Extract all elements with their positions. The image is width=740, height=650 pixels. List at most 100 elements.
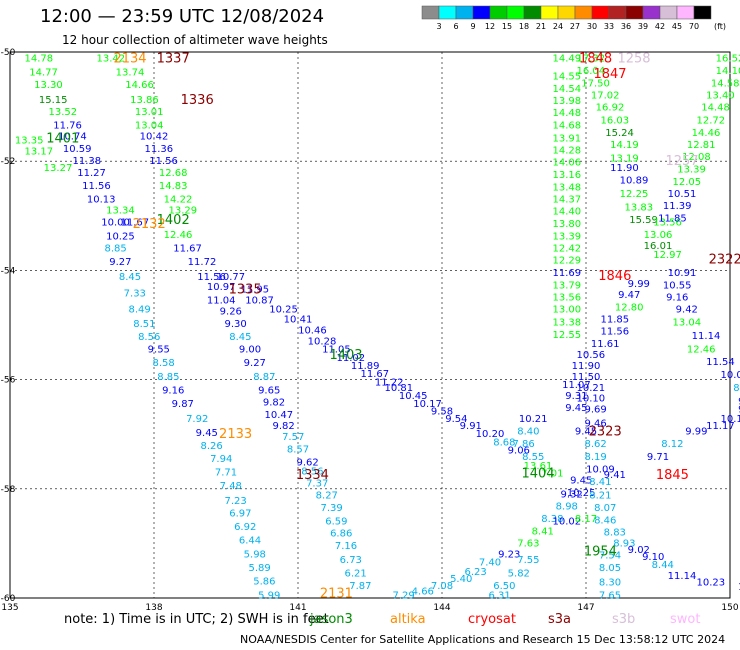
- wave-height-value: 10.74: [58, 132, 87, 143]
- wave-height-value: 12.25: [620, 189, 649, 200]
- wave-height-value: 13.17: [24, 146, 53, 157]
- wave-height-value: 12.72: [696, 115, 725, 126]
- wave-height-value: 8.26: [200, 441, 222, 452]
- wave-height-value: 7.65: [599, 590, 621, 601]
- pass-time-label: 1337: [157, 52, 190, 67]
- wave-height-value: 7.33: [124, 288, 146, 299]
- wave-height-value: 11.27: [77, 168, 106, 179]
- color-swatch: [625, 5, 644, 20]
- wave-height-value: 13.80: [552, 219, 581, 230]
- wave-height-value: 14.10: [716, 66, 740, 77]
- wave-height-value: 13.56: [653, 217, 682, 228]
- wave-height-value: 7.63: [517, 538, 539, 549]
- wave-height-value: 13.06: [644, 230, 673, 241]
- wave-height-value: 5.86: [253, 577, 275, 588]
- pass-time-label: 1847: [593, 67, 626, 82]
- wave-height-value: 13.16: [552, 170, 581, 181]
- wave-height-value: 10: [738, 582, 740, 593]
- pass-time-label: 2132: [133, 217, 166, 232]
- wave-height-value: 12.81: [687, 140, 716, 151]
- wave-height-value: 13.48: [552, 182, 581, 193]
- wave-height-value: 12.97: [653, 250, 682, 261]
- wave-height-value: 14.68: [552, 121, 581, 132]
- wave-height-value: 10.25: [269, 305, 298, 316]
- wave-height-value: 10.25: [106, 232, 135, 243]
- color-scale-tick: 45: [672, 22, 682, 31]
- wave-height-value: 9.10: [642, 552, 664, 563]
- wave-height-value: 11.90: [572, 361, 601, 372]
- wave-height-value: 10.51: [668, 189, 697, 200]
- wave-height-value: 6.92: [234, 522, 256, 533]
- color-swatch: [540, 5, 559, 20]
- color-swatch: [591, 5, 610, 20]
- wave-height-value: 16.03: [600, 115, 629, 126]
- wave-height-value: 17.50: [581, 79, 610, 90]
- wave-height-value: 10.91: [668, 268, 697, 279]
- wave-height-value: 8.49: [128, 305, 150, 316]
- wave-height-value: 12.68: [159, 168, 188, 179]
- wave-height-value: 8.62: [584, 439, 606, 450]
- wave-height-value: 13.01: [135, 107, 164, 118]
- wave-height-value: 14.58: [711, 79, 740, 90]
- color-scale-tick: 30: [587, 22, 597, 31]
- wave-height-value: 15.59: [629, 215, 658, 226]
- satellite-legend-item: s3b: [612, 612, 636, 627]
- wave-height-value: 8.55: [522, 452, 544, 463]
- wave-height-value: 11.85: [600, 315, 629, 326]
- wave-height-value: 7.57: [282, 432, 304, 443]
- wave-height-value: 12.08: [682, 152, 711, 163]
- wave-height-value: 14.77: [29, 68, 58, 79]
- wave-height-value: 7.23: [224, 496, 246, 507]
- wave-height-value: 14.40: [552, 206, 581, 217]
- color-scale-tick: 3: [436, 22, 441, 31]
- x-tick-label: 138: [145, 603, 162, 610]
- pass-time-label: 1334: [296, 468, 329, 483]
- axis-ticks: 135 138 141 144 147 150 -50 -52 -54 -56 -58 -60: [1, 48, 739, 610]
- wave-height-value: 9.16: [162, 386, 184, 397]
- wave-height-value: 8.07: [594, 503, 616, 514]
- wave-height-value: 13.35: [15, 135, 44, 146]
- wave-height-value: 8.99: [733, 383, 740, 394]
- wave-height-value: 10.02: [720, 370, 740, 381]
- wave-height-value: 9.91: [738, 405, 740, 416]
- wave-height-value: 9.46: [584, 418, 606, 429]
- wave-height-value: 7.29: [392, 590, 414, 601]
- wave-height-value: 11.56: [149, 156, 178, 167]
- wave-height-value: 8.56: [301, 466, 323, 477]
- wave-height-value: 9.87: [172, 399, 194, 410]
- wave-height-value: 9.27: [109, 257, 131, 268]
- color-swatch: [676, 5, 695, 20]
- wave-height-value: 11.89: [351, 361, 380, 372]
- color-swatch: [438, 5, 457, 20]
- pass-time-label: 2133: [219, 427, 252, 442]
- wave-height-value: 6.73: [340, 555, 362, 566]
- wave-height-value: 8.27: [316, 490, 338, 501]
- wave-height-value: 10.59: [63, 144, 92, 155]
- wave-height-value: 9.27: [738, 396, 740, 407]
- wave-height-value: 7.39: [320, 503, 342, 514]
- wave-height-value: 13.74: [116, 68, 145, 79]
- wave-height-value: 8.45: [229, 332, 251, 343]
- color-swatch: [574, 5, 593, 20]
- wave-height-value: 8.56: [138, 332, 160, 343]
- wave-height-value: 8.51: [133, 319, 155, 330]
- wave-height-value: 14.55: [552, 72, 581, 83]
- wave-height-value: 9.58: [431, 406, 453, 417]
- wave-height-value: 8.44: [652, 560, 674, 571]
- wave-height-value: 14.46: [692, 128, 721, 139]
- wave-height-value: 5.82: [508, 568, 530, 579]
- wave-height-value: 13.04: [672, 317, 701, 328]
- color-scale-tick: 12: [485, 22, 495, 31]
- wave-height-value: 10.13: [720, 414, 740, 425]
- pass-time-label: 1335: [229, 283, 262, 298]
- wave-height-value: 14.48: [701, 103, 730, 114]
- wave-height-value: 10.87: [245, 295, 274, 306]
- color-scale-tick: 33: [604, 22, 614, 31]
- wave-height-value: 5.40: [450, 574, 472, 585]
- wave-height-value: 17.02: [591, 91, 620, 102]
- wave-height-value: 7.54: [599, 550, 621, 561]
- wave-height-value: 11.02: [336, 353, 365, 364]
- wave-height-value: 15.24: [605, 128, 634, 139]
- wave-height-value: 15.15: [39, 95, 68, 106]
- wave-height-value: 9.27: [244, 358, 266, 369]
